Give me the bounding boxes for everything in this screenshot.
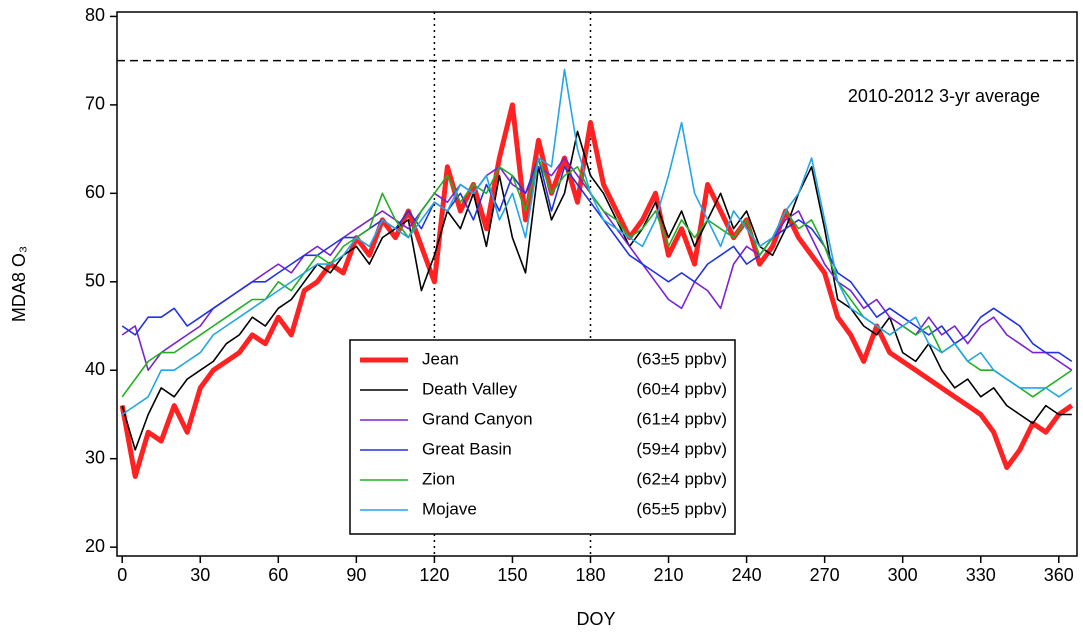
x-tick-label: 120 xyxy=(419,565,449,585)
data-line xyxy=(121,68,1073,416)
y-tick-label: 80 xyxy=(85,5,105,25)
y-axis-label: MDA8 O₃ xyxy=(9,246,29,322)
y-tick-label: 70 xyxy=(85,94,105,114)
legend-label: Death Valley xyxy=(422,379,518,398)
x-tick-label: 180 xyxy=(575,565,605,585)
x-tick-label: 240 xyxy=(732,565,762,585)
x-tick-label: 60 xyxy=(268,565,288,585)
data-line xyxy=(119,102,1074,479)
legend-summary: (60±4 ppbv) xyxy=(636,379,727,398)
data-line xyxy=(121,157,1073,398)
plot-frame xyxy=(116,11,1078,557)
legend-label: Mojave xyxy=(422,499,477,518)
x-tick-label: 0 xyxy=(117,565,127,585)
legend: Jean (63±5 ppbv) Death Valley (60±4 ppbv) Gr… xyxy=(349,339,736,535)
x-tick-label: 330 xyxy=(966,565,996,585)
legend-summary: (63±5 ppbv) xyxy=(636,349,727,368)
y-tick-label: 30 xyxy=(85,447,105,467)
x-tick-label: 30 xyxy=(190,565,210,585)
legend-summary: (61±4 ppbv) xyxy=(636,409,727,428)
x-tick-label: 300 xyxy=(888,565,918,585)
x-tick-label: 90 xyxy=(346,565,366,585)
legend-label: Great Basin xyxy=(422,439,512,458)
y-tick-label: 60 xyxy=(85,182,105,202)
x-axis-label: DOY xyxy=(576,609,615,629)
legend-summary: (59±4 ppbv) xyxy=(636,439,727,458)
legend-summary: (65±5 ppbv) xyxy=(636,499,727,518)
annotation: 2010-2012 3-yr average xyxy=(848,86,1040,106)
legend-summary: (62±4 ppbv) xyxy=(636,469,727,488)
legend-label: Zion xyxy=(422,469,455,488)
legend-label: Jean xyxy=(422,349,459,368)
x-tick-label: 210 xyxy=(654,565,684,585)
x-tick-label: 270 xyxy=(810,565,840,585)
x-tick-label: 360 xyxy=(1044,565,1074,585)
data-line xyxy=(121,130,1072,451)
data-line xyxy=(121,157,1073,363)
x-tick-label: 150 xyxy=(497,565,527,585)
y-tick-label: 50 xyxy=(85,271,105,291)
data-line xyxy=(121,157,1073,371)
legend-box xyxy=(349,339,736,535)
y-tick-label: 40 xyxy=(85,359,105,379)
y-tick-label: 20 xyxy=(85,536,105,556)
legend-label: Grand Canyon xyxy=(422,409,533,428)
